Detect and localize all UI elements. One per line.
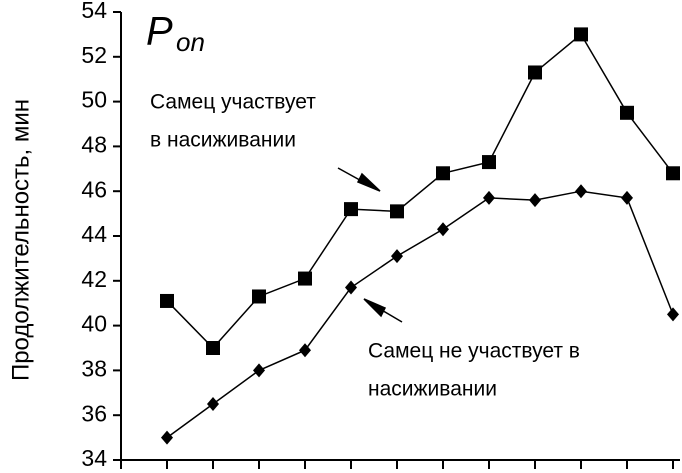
arrow — [337, 167, 381, 192]
marker-diamond — [345, 280, 357, 295]
marker-diamond — [667, 307, 679, 322]
marker-square — [206, 341, 220, 355]
chart-title: P — [146, 10, 173, 54]
y-tick-label: 34 — [81, 445, 107, 471]
y-axis-label: Продолжительность, мин — [7, 99, 34, 381]
y-tick-label: 42 — [81, 266, 107, 292]
marker-diamond — [529, 193, 541, 208]
marker-diamond — [437, 222, 449, 237]
marker-diamond — [253, 363, 265, 378]
y-tick-label: 40 — [81, 311, 107, 337]
marker-square — [252, 289, 266, 304]
annotation: Самец участвует — [150, 91, 316, 114]
marker-diamond — [621, 190, 633, 205]
series-line — [166, 190, 674, 439]
series-line — [166, 33, 674, 350]
annotation: насиживании — [368, 378, 497, 401]
y-tick-label: 44 — [81, 221, 107, 247]
y-tick-label: 48 — [81, 131, 107, 157]
y-tick-label: 36 — [81, 400, 107, 426]
annotation: Самец не участвует в — [368, 340, 580, 363]
annotation: в насиживании — [150, 129, 296, 152]
marker-diamond — [575, 184, 587, 199]
marker-diamond — [483, 190, 495, 205]
marker-square — [574, 27, 588, 42]
marker-square — [528, 65, 542, 80]
marker-diamond — [299, 343, 311, 358]
y-tick-label: 38 — [81, 355, 107, 381]
marker-square — [620, 105, 634, 120]
marker-square — [482, 155, 496, 170]
chart-title-sub: on — [176, 27, 205, 57]
y-tick-label: 52 — [81, 42, 107, 68]
y-tick-label: 54 — [81, 0, 107, 23]
y-tick-label: 46 — [81, 176, 107, 202]
marker-square — [344, 202, 358, 217]
arrow — [363, 298, 403, 323]
marker-square — [436, 166, 450, 181]
marker-square — [666, 166, 680, 181]
marker-diamond — [391, 249, 403, 264]
marker-square — [390, 204, 404, 219]
marker-diamond — [207, 397, 219, 411]
marker-square — [160, 293, 174, 308]
marker-square — [298, 271, 312, 286]
y-tick-label: 50 — [81, 87, 107, 113]
marker-diamond — [161, 430, 173, 445]
